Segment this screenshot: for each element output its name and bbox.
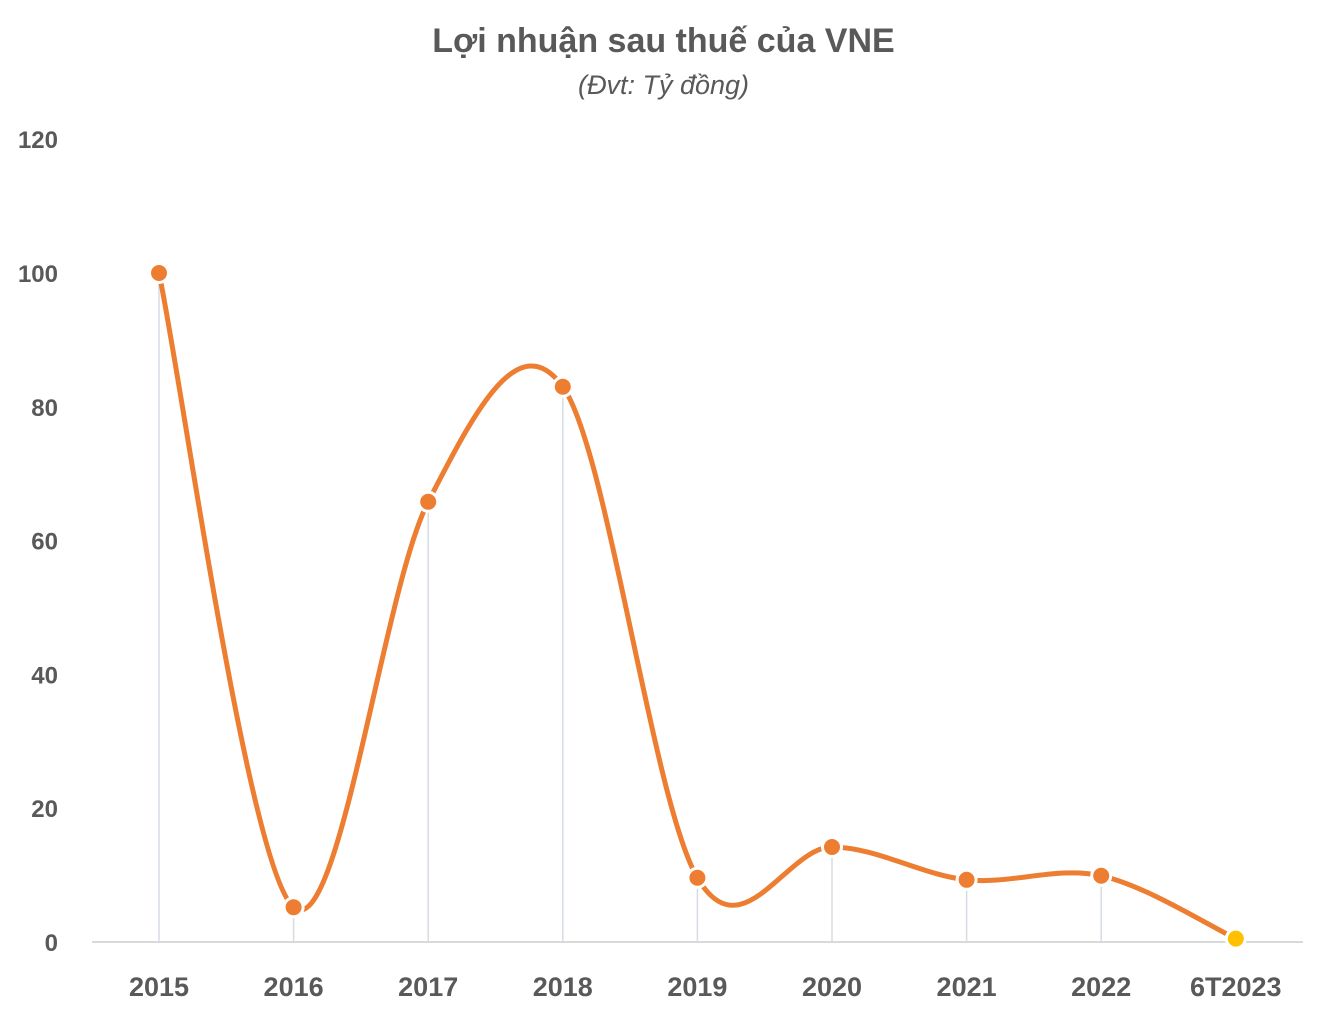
x-tick-label: 2017 — [398, 972, 458, 1002]
data-point-marker — [955, 868, 978, 891]
y-tick-label: 40 — [31, 662, 58, 689]
y-tick-label: 60 — [31, 529, 58, 556]
y-tick-label: 100 — [18, 261, 58, 288]
y-tick-label: 80 — [31, 395, 58, 422]
data-markers — [148, 262, 1247, 950]
data-point-marker — [551, 375, 574, 398]
y-tick-label: 0 — [45, 930, 58, 957]
y-axis: 0 20 40 60 80 100 120 — [18, 127, 58, 957]
x-tick-label: 2015 — [129, 972, 189, 1002]
data-point-marker — [148, 262, 170, 284]
data-point-marker — [1224, 927, 1247, 950]
x-tick-label: 6T2023 — [1190, 972, 1282, 1002]
x-tick-label: 2019 — [667, 972, 727, 1002]
x-axis: 2015 2016 2017 2018 2019 2020 2021 2022 6T2023 — [129, 972, 1282, 1002]
y-tick-label: 20 — [31, 796, 58, 823]
x-tick-label: 2018 — [533, 972, 593, 1002]
drop-lines — [158, 273, 1237, 942]
x-tick-label: 2021 — [937, 972, 997, 1002]
data-point-marker — [821, 836, 843, 859]
series-line — [156, 270, 1239, 942]
chart-title: Lợi nhuận sau thuế của VNE — [432, 22, 895, 60]
chart-subtitle: (Đvt: Tỷ đồng) — [577, 70, 750, 100]
y-tick-label: 120 — [18, 127, 58, 154]
x-tick-label: 2022 — [1071, 972, 1131, 1002]
x-tick-label: 2020 — [802, 972, 862, 1002]
data-point-marker — [282, 896, 305, 919]
data-point-marker — [1090, 864, 1113, 887]
data-point-marker — [417, 490, 440, 513]
x-tick-label: 2016 — [264, 972, 324, 1002]
data-point-marker — [686, 866, 709, 889]
